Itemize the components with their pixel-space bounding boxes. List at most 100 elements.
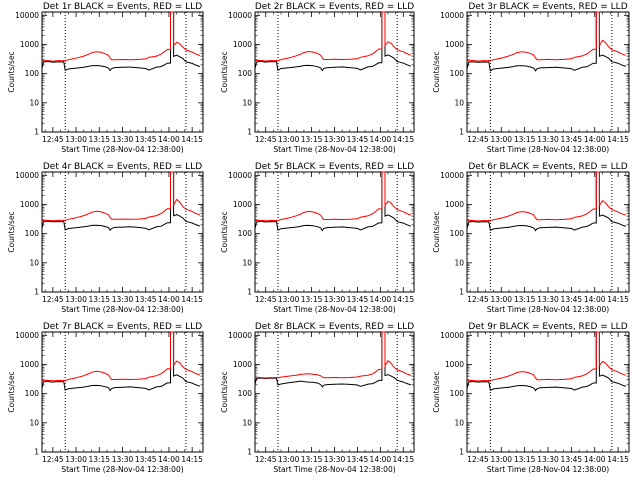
y-axis-label: Counts/sec <box>432 211 441 252</box>
x-tick-label: 12:45 <box>42 455 64 464</box>
lld-series-line <box>254 11 412 62</box>
y-tick-label: 10000 <box>440 331 464 340</box>
panel-title: Det 5r BLACK = Events, RED = LLD <box>255 162 414 172</box>
panel-title: Det 2r BLACK = Events, RED = LLD <box>255 2 414 12</box>
y-tick-label: 1000 <box>233 40 252 49</box>
x-tick-label: 13:45 <box>347 135 369 144</box>
y-tick-label: 1 <box>247 128 252 137</box>
x-tick-label: 13:45 <box>561 135 583 144</box>
y-axis-label: Counts/sec <box>220 211 229 252</box>
lld-series-line <box>254 171 412 222</box>
y-tick-label: 10 <box>242 98 252 107</box>
plot-frame <box>254 171 415 293</box>
x-tick-label: 13:00 <box>490 455 512 464</box>
plot-frame <box>466 331 630 453</box>
x-axis-label: Start Time (28-Nov-04 12:38:00) <box>487 305 609 314</box>
y-tick-label: 1000 <box>445 360 464 369</box>
y-tick-label: 1000 <box>20 360 39 369</box>
x-tick-label: 14:15 <box>607 135 629 144</box>
x-tick-label: 14:15 <box>607 295 629 304</box>
panel-title: Det 9r BLACK = Events, RED = LLD <box>468 322 627 332</box>
plot-frame <box>254 331 415 453</box>
lld-series-line <box>254 331 412 379</box>
events-series-line <box>254 171 412 232</box>
x-axis: 12:45 13:00 13:15 13:30 13:45 14:00 14:15 <box>467 12 629 144</box>
y-tick-label: 10 <box>454 98 464 107</box>
x-tick-label: 13:15 <box>88 135 110 144</box>
x-tick-label: 12:45 <box>255 135 277 144</box>
lld-series-line <box>41 11 201 63</box>
panel-4: Det 4r BLACK = Events, RED = LLD 1 10 100 10… <box>7 162 204 314</box>
events-series-line <box>41 171 201 232</box>
panel-title: Det 7r BLACK = Events, RED = LLD <box>43 322 202 332</box>
x-tick-label: 14:00 <box>370 135 392 144</box>
x-tick-label: 13:15 <box>301 135 323 144</box>
y-axis: 1 10 100 1000 10000 <box>15 331 203 457</box>
y-tick-label: 10000 <box>15 171 39 180</box>
y-tick-label: 1 <box>34 288 39 297</box>
panel-title: Det 1r BLACK = Events, RED = LLD <box>43 2 202 12</box>
x-tick-label: 13:00 <box>65 295 87 304</box>
x-axis: 12:45 13:00 13:15 13:30 13:45 14:00 14:15 <box>42 12 203 144</box>
x-tick-label: 13:15 <box>514 295 536 304</box>
y-axis: 1 10 100 1000 10000 <box>15 11 203 137</box>
x-tick-label: 13:15 <box>301 455 323 464</box>
y-tick-label: 10 <box>29 418 39 427</box>
y-tick-label: 100 <box>450 389 465 398</box>
x-tick-label: 12:45 <box>467 295 489 304</box>
x-tick-label: 13:00 <box>278 455 300 464</box>
panel-5: Det 5r BLACK = Events, RED = LLD 1 10 100 10… <box>220 162 415 314</box>
x-axis: 12:45 13:00 13:15 13:30 13:45 14:00 14:15 <box>255 332 414 464</box>
y-axis-label: Counts/sec <box>7 371 16 412</box>
x-axis-label: Start Time (28-Nov-04 12:38:00) <box>61 305 183 314</box>
y-tick-label: 100 <box>238 389 253 398</box>
x-tick-label: 14:15 <box>181 455 203 464</box>
y-tick-label: 10 <box>454 418 464 427</box>
x-tick-label: 13:30 <box>324 135 346 144</box>
plot-frame <box>41 171 204 293</box>
y-tick-label: 10000 <box>228 11 252 20</box>
y-tick-label: 1 <box>34 448 39 457</box>
y-axis-label: Counts/sec <box>432 51 441 92</box>
y-tick-label: 1000 <box>233 200 252 209</box>
x-axis: 12:45 13:00 13:15 13:30 13:45 14:00 14:15 <box>42 172 203 304</box>
y-axis: 1 10 100 1000 10000 <box>228 331 414 457</box>
y-tick-label: 1000 <box>445 40 464 49</box>
x-tick-label: 12:45 <box>467 455 489 464</box>
x-axis: 12:45 13:00 13:15 13:30 13:45 14:00 14:15 <box>467 332 629 464</box>
y-tick-label: 1 <box>459 448 464 457</box>
lld-series-line <box>41 171 201 222</box>
x-tick-label: 12:45 <box>42 295 64 304</box>
plot-frame <box>466 11 630 133</box>
y-axis: 1 10 100 1000 10000 <box>440 331 629 457</box>
y-tick-label: 10000 <box>15 331 39 340</box>
y-axis-label: Counts/sec <box>220 371 229 412</box>
x-tick-label: 13:15 <box>88 455 110 464</box>
lld-series-line <box>466 171 627 222</box>
events-series-line <box>466 331 627 392</box>
y-axis: 1 10 100 1000 10000 <box>228 171 414 297</box>
y-tick-label: 10000 <box>440 171 464 180</box>
x-axis-label: Start Time (28-Nov-04 12:38:00) <box>273 465 395 474</box>
x-tick-label: 13:30 <box>537 455 559 464</box>
panel-9: Det 9r BLACK = Events, RED = LLD 1 10 100 10… <box>432 322 630 474</box>
lld-series-line <box>41 331 201 382</box>
x-tick-label: 13:15 <box>514 135 536 144</box>
y-axis-label: Counts/sec <box>432 371 441 412</box>
y-axis-label: Counts/sec <box>7 51 16 92</box>
y-axis: 1 10 100 1000 10000 <box>15 171 203 297</box>
y-tick-label: 10000 <box>228 331 252 340</box>
x-axis: 12:45 13:00 13:15 13:30 13:45 14:00 14:15 <box>42 332 203 464</box>
y-tick-label: 1 <box>247 288 252 297</box>
events-series-line <box>254 11 412 72</box>
lld-series-line <box>466 331 627 382</box>
panel-title: Det 3r BLACK = Events, RED = LLD <box>468 2 627 12</box>
y-tick-label: 1000 <box>20 200 39 209</box>
panel-title: Det 4r BLACK = Events, RED = LLD <box>43 162 202 172</box>
y-tick-label: 1 <box>247 448 252 457</box>
x-tick-label: 13:00 <box>65 135 87 144</box>
x-tick-label: 13:30 <box>112 295 134 304</box>
x-tick-label: 13:45 <box>561 455 583 464</box>
y-tick-label: 100 <box>450 69 465 78</box>
